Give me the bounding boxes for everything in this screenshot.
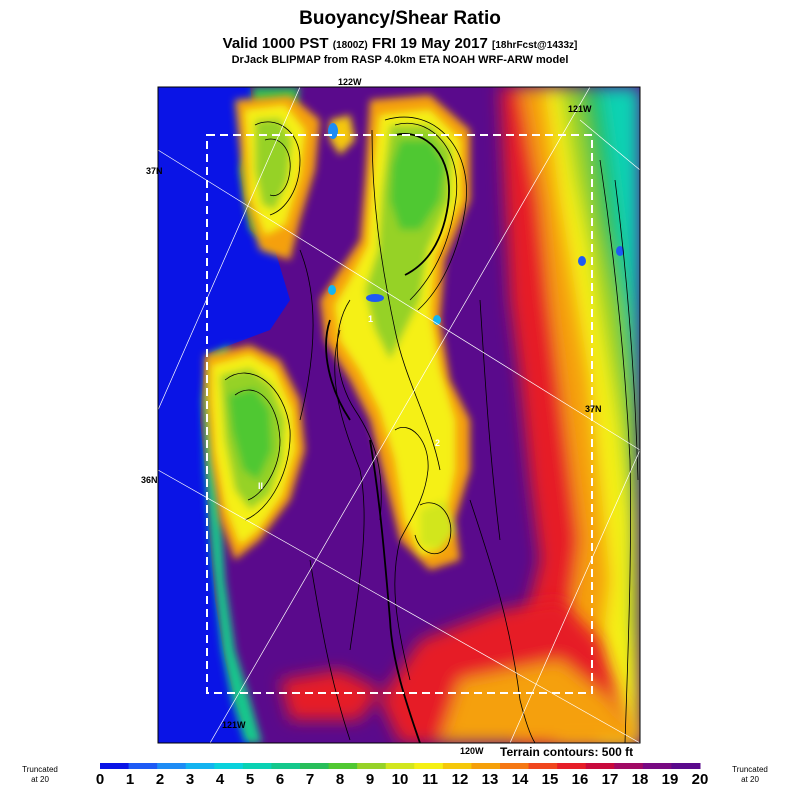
legend-swatch bbox=[128, 763, 158, 769]
legend-swatch bbox=[385, 763, 415, 769]
valid-fcst: [18hrFcst@1433z] bbox=[492, 40, 578, 51]
legend-tick-label: 18 bbox=[631, 771, 649, 788]
lon-121-bottom-label: 121W bbox=[222, 720, 246, 730]
legend-swatch bbox=[671, 763, 701, 769]
legend-swatch bbox=[442, 763, 472, 769]
marker-ii: II bbox=[258, 481, 264, 491]
legend-tick-label: 0 bbox=[95, 771, 105, 788]
marker-1: 1 bbox=[368, 314, 374, 324]
legend-truncated-left: Truncated at 20 bbox=[10, 765, 70, 785]
legend-truncated-right: Truncated at 20 bbox=[720, 765, 780, 785]
legend-tick-label: 14 bbox=[511, 771, 529, 788]
valid-main: Valid 1000 PST bbox=[222, 35, 329, 52]
legend-swatch bbox=[157, 763, 187, 769]
lon-121-top-label: 121W bbox=[568, 104, 592, 114]
legend-swatch bbox=[214, 763, 244, 769]
legend-tick-label: 4 bbox=[215, 771, 225, 788]
legend-swatch bbox=[614, 763, 644, 769]
legend-tick-label: 1 bbox=[125, 771, 135, 788]
legend-swatch bbox=[328, 763, 358, 769]
legend-tick-label: 2 bbox=[155, 771, 165, 788]
legend-swatch bbox=[585, 763, 615, 769]
legend-trunc-left-line1: Truncated bbox=[22, 765, 58, 774]
legend-tick-label: 20 bbox=[691, 771, 709, 788]
legend-swatch bbox=[185, 763, 215, 769]
model-line: DrJack BLIPMAP from RASP 4.0km ETA NOAH … bbox=[231, 54, 569, 66]
legend-tick-label: 5 bbox=[245, 771, 255, 788]
valid-date: FRI 19 May 2017 bbox=[371, 35, 488, 52]
legend-swatch bbox=[528, 763, 558, 769]
legend-tick-label: 16 bbox=[571, 771, 589, 788]
legend-swatch bbox=[357, 763, 387, 769]
legend-trunc-right-line1: Truncated bbox=[732, 765, 768, 774]
valid-time: Valid 1000 PST (1800Z) FRI 19 May 2017 [… bbox=[0, 35, 800, 52]
lon-122-label: 122W bbox=[338, 77, 362, 87]
valid-zulu: (1800Z) bbox=[332, 40, 368, 51]
lon-120-label: 120W bbox=[460, 746, 484, 756]
legend-tick-label: 6 bbox=[275, 771, 285, 788]
legend-swatch bbox=[300, 763, 330, 769]
legend-tick-label: 3 bbox=[185, 771, 195, 788]
legend-swatch bbox=[242, 763, 272, 769]
lat-36-label: 36N bbox=[141, 475, 158, 485]
legend-swatch bbox=[471, 763, 501, 769]
legend-tick-label: 12 bbox=[451, 771, 469, 788]
legend-tick-label: 17 bbox=[601, 771, 619, 788]
chart-title: Buoyancy/Shear Ratio bbox=[299, 8, 501, 29]
legend-tick-label: 15 bbox=[541, 771, 559, 788]
legend-swatch bbox=[100, 763, 130, 769]
legend-trunc-left-line2: at 20 bbox=[31, 775, 49, 784]
legend-tick-label: 8 bbox=[335, 771, 345, 788]
legend-swatch bbox=[271, 763, 301, 769]
color-scale-bar bbox=[100, 763, 701, 769]
legend-swatch bbox=[500, 763, 530, 769]
lat-37-right-label: 37N bbox=[585, 404, 602, 414]
legend-tick-label: 10 bbox=[391, 771, 409, 788]
legend-tick-label: 13 bbox=[481, 771, 499, 788]
legend-tick-label: 9 bbox=[365, 771, 375, 788]
lat-37-left-label: 37N bbox=[146, 166, 163, 176]
legend-swatch bbox=[414, 763, 444, 769]
legend-tick-label: 7 bbox=[305, 771, 315, 788]
terrain-contours-note: Terrain contours: 500 ft bbox=[500, 745, 634, 759]
legend-swatch bbox=[642, 763, 672, 769]
marker-2: 2 bbox=[435, 438, 441, 448]
legend-trunc-right-line2: at 20 bbox=[741, 775, 759, 784]
legend-swatch bbox=[557, 763, 587, 769]
legend-tick-label: 19 bbox=[661, 771, 679, 788]
legend-tick-label: 11 bbox=[422, 771, 438, 788]
map-field bbox=[158, 87, 640, 743]
